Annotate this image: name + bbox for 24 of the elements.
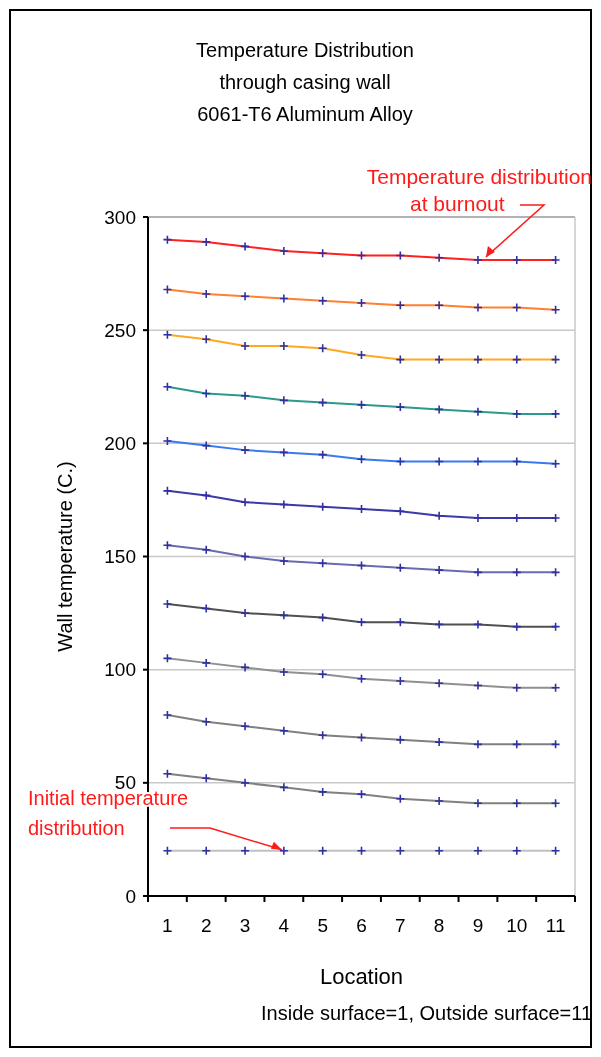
y-tick-label: 0 (125, 885, 136, 907)
x-tick-label: 2 (200, 915, 212, 936)
x-tick-label: 7 (395, 915, 406, 936)
y-axis-title: Wall temperature (C.) (54, 461, 76, 652)
x-tick-label: 8 (433, 915, 445, 936)
y-tick-label: 200 (104, 432, 136, 454)
x-tick-label: 1 (162, 915, 173, 936)
y-tick-label: 250 (104, 319, 136, 341)
x-tick-label: 6 (356, 915, 367, 936)
x-tick-label: 3 (239, 915, 251, 936)
x-tick-label: 4 (278, 915, 290, 936)
x-axis-title: Location (319, 964, 404, 989)
y-tick-label: 150 (104, 546, 136, 568)
y-tick-label: 100 (104, 659, 136, 681)
x-tick-label: 5 (317, 915, 328, 936)
x-tick-label: 9 (472, 915, 484, 936)
point (434, 510, 444, 521)
text: Inside surface=1, Outside surface=11 (261, 1002, 592, 1024)
x-tick-label: 11 (545, 915, 566, 936)
y-tick-label: 300 (104, 206, 136, 228)
x-tick-label: 10 (506, 915, 528, 936)
point (240, 497, 250, 507)
point (473, 513, 483, 523)
chart-title: Temperature Distribution through casing wall 6061-T6 Aluminum Alloy (196, 39, 414, 125)
